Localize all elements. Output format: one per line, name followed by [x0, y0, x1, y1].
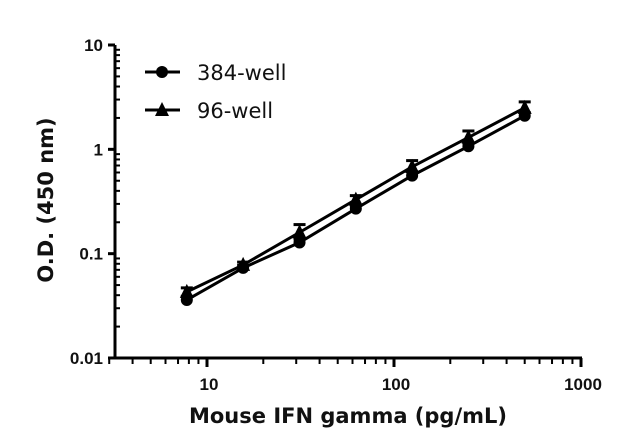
legend-label: 96-well	[197, 99, 273, 123]
legend-item: 384-well	[145, 61, 286, 85]
legend-item: 96-well	[145, 99, 273, 123]
legend-triangle-icon	[155, 102, 169, 116]
x-tick-label: 10	[200, 375, 219, 394]
y-tick-label: 10	[84, 36, 103, 55]
x-tick-label: 100	[382, 375, 410, 394]
triangle-marker	[292, 224, 307, 239]
legend: 384-well 96-well	[145, 61, 286, 123]
circle-marker	[293, 236, 306, 249]
circle-marker	[349, 202, 362, 215]
legend-circle-icon	[156, 66, 168, 78]
x-axis-title: Mouse IFN gamma (pg/mL)	[189, 404, 507, 428]
triangle-marker	[236, 256, 251, 271]
y-tick-label: 1	[94, 140, 103, 159]
triangle-marker	[405, 158, 420, 173]
plot-series	[179, 99, 532, 306]
axes: 0.01 0.1 1 10 10 100 1000	[70, 36, 602, 394]
x-tick-label: 1000	[564, 375, 602, 394]
series-384-well	[180, 109, 531, 306]
triangle-marker	[179, 283, 194, 298]
triangle-marker	[461, 129, 476, 144]
series-96-well	[179, 99, 532, 298]
triangle-marker	[517, 99, 532, 114]
triangle-marker	[348, 191, 363, 206]
y-tick-label: 0.01	[70, 349, 103, 368]
y-tick-label: 0.1	[79, 245, 103, 264]
y-axis-title: O.D. (450 nm)	[34, 117, 58, 282]
legend-label: 384-well	[197, 61, 286, 85]
